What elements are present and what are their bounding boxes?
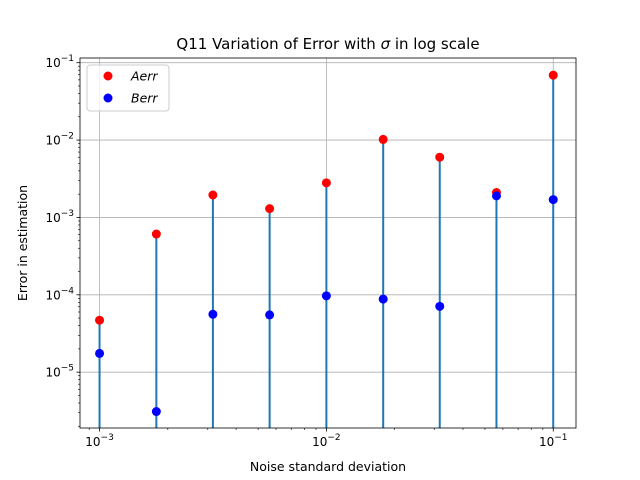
data-point-berr — [378, 294, 388, 304]
y-tick-label-exponent: −4 — [61, 286, 75, 296]
y-tick-label-exponent: −3 — [61, 209, 74, 219]
x-tick-label: 10−2 — [312, 433, 341, 449]
data-point-aerr — [95, 315, 105, 325]
data-point-berr — [151, 407, 161, 417]
data-point-aerr — [378, 134, 388, 144]
y-tick-label-base: 10 — [45, 56, 60, 70]
x-tick-label: 10−3 — [85, 433, 114, 449]
legend-label-aerr: Aerr — [130, 69, 158, 84]
x-tick-label-exponent: −3 — [101, 433, 114, 443]
chart-title: Q11 Variation of Error with σ in log sca… — [176, 35, 479, 53]
data-point-aerr — [265, 204, 275, 214]
legend-label-berr: Berr — [131, 91, 158, 106]
markers — [95, 70, 558, 417]
y-tick-label-base: 10 — [45, 366, 60, 380]
y-tick-label-base: 10 — [45, 288, 60, 302]
y-tick-label: 10−2 — [45, 132, 74, 148]
plot-frame — [79, 57, 577, 429]
y-tick-label: 10−5 — [45, 364, 74, 380]
y-tick-label: 10−1 — [45, 54, 74, 70]
legend-marker-aerr — [103, 71, 113, 81]
data-point-berr — [208, 309, 218, 319]
data-point-berr — [265, 310, 275, 320]
data-point-aerr — [321, 178, 331, 188]
data-point-aerr — [548, 70, 558, 80]
y-tick-label: 10−3 — [45, 209, 74, 225]
data-point-aerr — [151, 229, 161, 239]
x-tick-label-exponent: −1 — [554, 433, 567, 443]
x-tick-label-base: 10 — [85, 435, 100, 449]
data-point-berr — [321, 291, 331, 301]
x-tick-label-base: 10 — [312, 435, 327, 449]
y-tick-label: 10−4 — [45, 286, 74, 302]
x-tick-label: 10−1 — [539, 433, 568, 449]
y-tick-label-base: 10 — [45, 134, 60, 148]
x-tick-label-base: 10 — [539, 435, 554, 449]
legend-marker-berr — [103, 93, 113, 103]
data-point-berr — [435, 301, 445, 311]
y-tick-label-base: 10 — [45, 211, 60, 225]
ticks: 10−3 10−2 10−110−510−410−310−210−1 — [45, 54, 567, 449]
data-point-aerr — [208, 190, 218, 200]
y-tick-label-exponent: −2 — [61, 132, 74, 142]
x-axis-label: Noise standard deviation — [250, 459, 406, 474]
y-tick-label-exponent: −5 — [61, 364, 74, 374]
legend: Aerr Berr — [86, 64, 170, 112]
data-point-berr — [491, 191, 501, 201]
y-tick-label-exponent: −1 — [61, 54, 74, 64]
data-point-berr — [548, 195, 558, 205]
y-axis-label: Error in estimation — [15, 185, 30, 301]
x-tick-label-exponent: −2 — [327, 433, 340, 443]
data-point-aerr — [435, 152, 445, 162]
data-point-berr — [95, 348, 105, 358]
